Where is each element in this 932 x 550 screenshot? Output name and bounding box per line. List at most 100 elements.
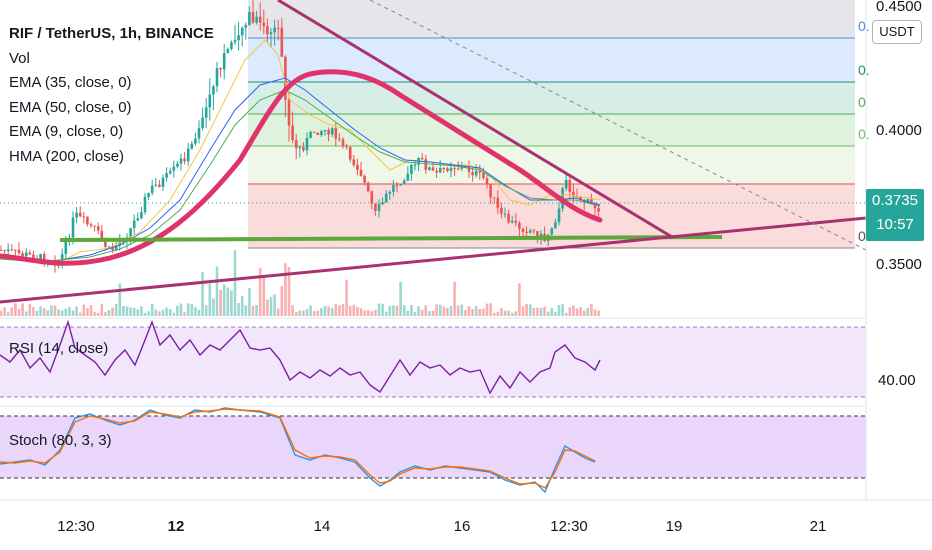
time-tick-6: 21 <box>809 518 827 535</box>
volume-bar <box>298 310 302 316</box>
volume-bar <box>248 288 251 316</box>
candle-body <box>532 230 536 232</box>
candle-body <box>111 246 114 251</box>
volume-bar <box>255 305 258 316</box>
volume-bar <box>453 281 456 316</box>
volume-bar <box>366 310 370 316</box>
candle-body <box>446 168 449 171</box>
fib-label-4: 0 <box>858 228 866 244</box>
stoch-label[interactable]: Stoch (80, 3, 3) <box>9 432 112 449</box>
candle-body <box>64 238 68 255</box>
candle-body <box>593 203 597 209</box>
candle-body <box>500 207 503 214</box>
volume-bar <box>485 303 489 316</box>
volume-bar <box>561 304 564 316</box>
volume-bar <box>42 308 46 316</box>
volume-bar <box>273 294 276 316</box>
volume-bar <box>96 312 100 316</box>
volume-bar <box>478 308 482 316</box>
candle-body <box>114 245 118 251</box>
volume-bar <box>100 303 104 316</box>
candle-body <box>370 191 374 204</box>
volume-bar <box>518 283 521 316</box>
legend-hma[interactable]: HMA (200, close) <box>9 147 125 165</box>
candle-body <box>136 218 140 221</box>
descending-trendline <box>277 0 673 239</box>
candle-body <box>140 212 143 219</box>
candle-body <box>590 199 593 204</box>
volume-bar <box>240 295 244 316</box>
candle-body <box>100 230 104 240</box>
candle-body <box>17 249 21 254</box>
candle-body <box>147 192 150 198</box>
chart-legend: RIF / TetherUS, 1h, BINANCE Vol EMA (35,… <box>9 22 214 169</box>
candle-body <box>107 246 111 248</box>
ema50-line <box>0 89 601 263</box>
legend-ema50[interactable]: EMA (50, close, 0) <box>9 98 132 116</box>
candle-body <box>82 216 86 218</box>
volume-bar <box>0 310 3 316</box>
volume-bar <box>93 312 96 316</box>
candle-body <box>179 158 183 164</box>
volume-bar <box>284 263 287 316</box>
candle-body <box>158 184 161 187</box>
legend-ema35[interactable]: EMA (35, close, 0) <box>9 74 132 91</box>
candle-body <box>381 202 384 205</box>
volume-bar <box>212 298 215 316</box>
volume-bar <box>291 305 294 316</box>
volume-bar <box>546 311 550 316</box>
candle-body <box>201 117 204 129</box>
candle-body <box>204 107 208 118</box>
fib-label-0: 0. <box>858 18 870 34</box>
candle-body <box>478 170 482 173</box>
volume-bar <box>510 312 514 316</box>
rsi-label[interactable]: RSI (14, close) <box>9 340 109 357</box>
volume-bar <box>352 304 356 316</box>
candle-body <box>496 197 500 208</box>
rsi-band <box>0 327 866 397</box>
volume-bar <box>104 312 107 316</box>
candle-body <box>161 177 165 187</box>
candle-body <box>39 254 42 260</box>
volume-bar <box>168 309 172 316</box>
candle-body <box>345 146 348 148</box>
volume-bar <box>50 305 53 316</box>
legend-ema9[interactable]: EMA (9, close, 0) <box>9 123 124 140</box>
volume-bar <box>377 303 381 316</box>
fib-band-blue <box>248 38 855 82</box>
volume-bar <box>435 304 438 316</box>
candle-body <box>197 128 201 139</box>
candle-body <box>28 252 32 255</box>
candle-body <box>60 254 64 263</box>
candle-body <box>172 166 176 171</box>
candle-body <box>399 184 402 186</box>
legend-vol[interactable]: Vol <box>9 49 30 67</box>
volume-bar <box>14 303 17 316</box>
candle-body <box>402 180 406 185</box>
volume-bar <box>6 312 10 316</box>
volume-bar <box>107 309 111 316</box>
volume-bar <box>280 285 284 316</box>
volume-bar <box>172 312 176 316</box>
candle-body <box>431 167 435 171</box>
volume-bars <box>0 250 600 316</box>
volume-bar <box>21 303 24 316</box>
volume-bar <box>208 283 212 316</box>
volume-bar <box>424 305 428 316</box>
volume-bar <box>316 310 320 316</box>
fib-band-gray <box>248 0 855 38</box>
candle-countdown: 10:57 <box>876 216 914 233</box>
candle-body <box>467 166 471 172</box>
volume-bar <box>219 289 222 316</box>
currency-badge[interactable]: USDT <box>872 20 922 44</box>
volume-bar <box>417 306 420 316</box>
volume-bar <box>158 311 161 316</box>
candle-body <box>71 217 75 238</box>
candle-body <box>442 167 446 169</box>
volume-bar <box>230 290 233 316</box>
volume-bar <box>190 303 194 316</box>
volume-bar <box>302 310 305 316</box>
legend-title[interactable]: RIF / TetherUS, 1h, BINANCE <box>9 25 214 42</box>
volume-bar <box>500 308 503 316</box>
